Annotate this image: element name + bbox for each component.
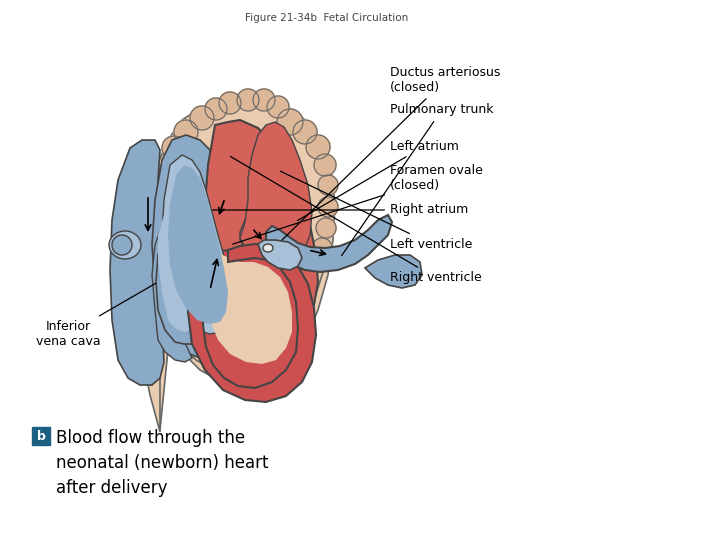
Polygon shape	[162, 155, 232, 334]
Ellipse shape	[236, 88, 260, 112]
Ellipse shape	[204, 97, 228, 121]
Ellipse shape	[305, 134, 331, 160]
Polygon shape	[266, 215, 392, 272]
Polygon shape	[240, 122, 312, 268]
Ellipse shape	[276, 108, 304, 136]
Text: Figure 21-34b  Fetal Circulation: Figure 21-34b Fetal Circulation	[245, 13, 408, 23]
Text: Left ventricle: Left ventricle	[281, 171, 472, 251]
Polygon shape	[208, 252, 292, 364]
Polygon shape	[158, 192, 202, 332]
Text: Pulmonary trunk: Pulmonary trunk	[341, 104, 493, 256]
Text: b: b	[37, 429, 45, 442]
Polygon shape	[152, 215, 192, 362]
Ellipse shape	[189, 105, 215, 131]
Polygon shape	[188, 244, 316, 402]
Ellipse shape	[311, 237, 333, 259]
Polygon shape	[240, 197, 308, 268]
FancyBboxPatch shape	[32, 427, 50, 445]
Ellipse shape	[317, 174, 339, 196]
Polygon shape	[168, 165, 228, 324]
Ellipse shape	[109, 231, 141, 259]
Ellipse shape	[313, 153, 337, 177]
Text: Right atrium: Right atrium	[213, 204, 468, 217]
Text: Foramen ovale
(closed): Foramen ovale (closed)	[233, 164, 483, 244]
Polygon shape	[365, 255, 422, 288]
Ellipse shape	[173, 119, 199, 145]
Polygon shape	[258, 240, 302, 270]
Ellipse shape	[252, 88, 276, 112]
Polygon shape	[156, 208, 210, 344]
Text: Left atrium: Left atrium	[297, 139, 459, 221]
Polygon shape	[138, 99, 329, 432]
Ellipse shape	[161, 135, 187, 161]
Ellipse shape	[263, 244, 273, 252]
Text: Ductus arteriosus
(closed): Ductus arteriosus (closed)	[282, 66, 500, 240]
Polygon shape	[205, 120, 318, 348]
Polygon shape	[152, 135, 245, 360]
Ellipse shape	[112, 235, 132, 255]
Ellipse shape	[317, 196, 339, 218]
Ellipse shape	[218, 91, 242, 115]
Ellipse shape	[292, 119, 318, 145]
Ellipse shape	[266, 95, 290, 119]
Polygon shape	[188, 248, 312, 400]
Ellipse shape	[315, 217, 337, 239]
Polygon shape	[178, 255, 206, 316]
Polygon shape	[110, 140, 164, 385]
Polygon shape	[140, 98, 335, 430]
Text: Blood flow through the
neonatal (newborn) heart
after delivery: Blood flow through the neonatal (newborn…	[56, 429, 269, 497]
Text: Inferior
vena cava: Inferior vena cava	[36, 284, 156, 348]
Text: Right ventricle: Right ventricle	[230, 157, 482, 285]
